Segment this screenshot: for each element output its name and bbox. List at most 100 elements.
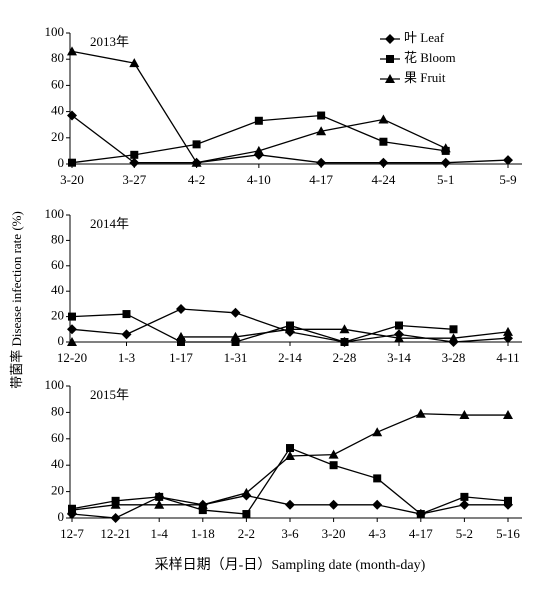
marker xyxy=(372,499,383,510)
marker xyxy=(254,116,263,125)
y-tick-label: 0 xyxy=(58,333,65,348)
marker xyxy=(394,333,404,343)
marker xyxy=(416,510,425,519)
y-tick-label: 40 xyxy=(51,456,64,471)
marker xyxy=(459,499,470,510)
x-tick-label: 2-2 xyxy=(238,526,255,541)
marker xyxy=(449,325,458,334)
marker xyxy=(285,499,295,510)
y-tick-label: 80 xyxy=(51,403,64,418)
x-tick-label: 3-20 xyxy=(322,526,346,541)
x-tick-label: 3-27 xyxy=(122,172,146,187)
marker xyxy=(395,321,403,330)
x-tick-label: 5-2 xyxy=(456,526,473,541)
y-tick-label: 0 xyxy=(58,509,65,524)
y-tick-label: 40 xyxy=(51,103,64,118)
x-tick-label: 1-4 xyxy=(151,526,169,541)
marker xyxy=(385,34,395,44)
marker xyxy=(316,157,327,168)
y-tick-label: 20 xyxy=(51,483,64,498)
x-tick-label: 5-9 xyxy=(499,172,516,187)
marker xyxy=(68,158,76,167)
marker xyxy=(459,410,470,420)
marker xyxy=(328,449,339,459)
marker xyxy=(316,126,327,136)
x-tick-label: 4-17 xyxy=(309,172,333,187)
y-tick-label: 60 xyxy=(51,76,64,91)
y-tick-label: 60 xyxy=(51,257,64,272)
marker xyxy=(378,157,389,168)
marker xyxy=(415,408,426,418)
marker xyxy=(230,307,241,318)
x-axis-title: 采样日期（月-日）Sampling date (month-day) xyxy=(155,557,426,573)
marker xyxy=(460,492,469,501)
marker xyxy=(176,331,186,341)
x-tick-label: 4-2 xyxy=(188,172,205,187)
x-tick-label: 12-20 xyxy=(57,350,87,365)
marker xyxy=(67,324,77,335)
legend-label: 叶 Leaf xyxy=(404,30,445,45)
marker xyxy=(448,333,459,343)
marker xyxy=(286,444,294,453)
marker xyxy=(329,461,338,470)
x-tick-label: 4-24 xyxy=(372,172,396,187)
marker xyxy=(504,496,512,505)
marker xyxy=(328,499,339,510)
marker xyxy=(503,326,513,336)
series-line xyxy=(71,413,508,511)
y-tick-label: 100 xyxy=(45,24,65,39)
y-tick-label: 80 xyxy=(51,50,64,65)
marker xyxy=(129,157,140,168)
x-tick-label: 2-14 xyxy=(278,350,302,365)
x-tick-label: 1-18 xyxy=(191,526,215,541)
marker xyxy=(253,145,264,155)
y-tick-label: 20 xyxy=(51,129,64,144)
marker xyxy=(440,157,451,168)
marker xyxy=(192,140,201,149)
marker xyxy=(440,143,451,153)
marker xyxy=(67,337,77,346)
x-tick-label: 4-17 xyxy=(409,526,433,541)
marker xyxy=(130,150,139,159)
panel-title: 2015年 xyxy=(90,387,129,402)
marker xyxy=(197,499,208,509)
panel-title: 2014年 xyxy=(90,216,129,231)
marker xyxy=(285,324,295,334)
marker xyxy=(373,474,382,483)
x-tick-label: 3-20 xyxy=(60,172,84,187)
y-tick-label: 100 xyxy=(45,377,65,392)
marker xyxy=(385,74,395,83)
x-tick-label: 1-31 xyxy=(224,350,248,365)
x-tick-label: 5-1 xyxy=(437,172,454,187)
x-tick-label: 4-11 xyxy=(496,350,519,365)
x-tick-label: 1-3 xyxy=(118,350,135,365)
marker xyxy=(177,338,185,346)
x-tick-label: 3-6 xyxy=(281,526,299,541)
legend-label: 花 Bloom xyxy=(404,50,456,65)
y-tick-label: 60 xyxy=(51,430,64,445)
x-tick-label: 1-17 xyxy=(169,350,193,365)
marker xyxy=(379,137,388,146)
x-tick-label: 4-3 xyxy=(369,526,386,541)
marker xyxy=(198,506,207,515)
marker xyxy=(67,505,77,515)
marker xyxy=(155,492,164,501)
marker xyxy=(503,155,513,166)
marker xyxy=(230,331,241,341)
marker xyxy=(285,450,295,460)
marker xyxy=(154,499,165,509)
x-tick-label: 12-21 xyxy=(100,526,130,541)
x-tick-label: 5-16 xyxy=(496,526,520,541)
marker xyxy=(372,427,383,437)
marker xyxy=(68,312,76,321)
y-tick-label: 0 xyxy=(58,155,65,170)
marker xyxy=(340,338,349,346)
y-axis-title: 带菌率 Disease infection rate (%) xyxy=(9,211,24,389)
marker xyxy=(317,111,326,120)
x-tick-label: 3-14 xyxy=(387,350,411,365)
marker xyxy=(129,58,140,68)
marker xyxy=(339,324,350,334)
series-line xyxy=(71,115,509,164)
panel-title: 2013年 xyxy=(90,34,129,49)
